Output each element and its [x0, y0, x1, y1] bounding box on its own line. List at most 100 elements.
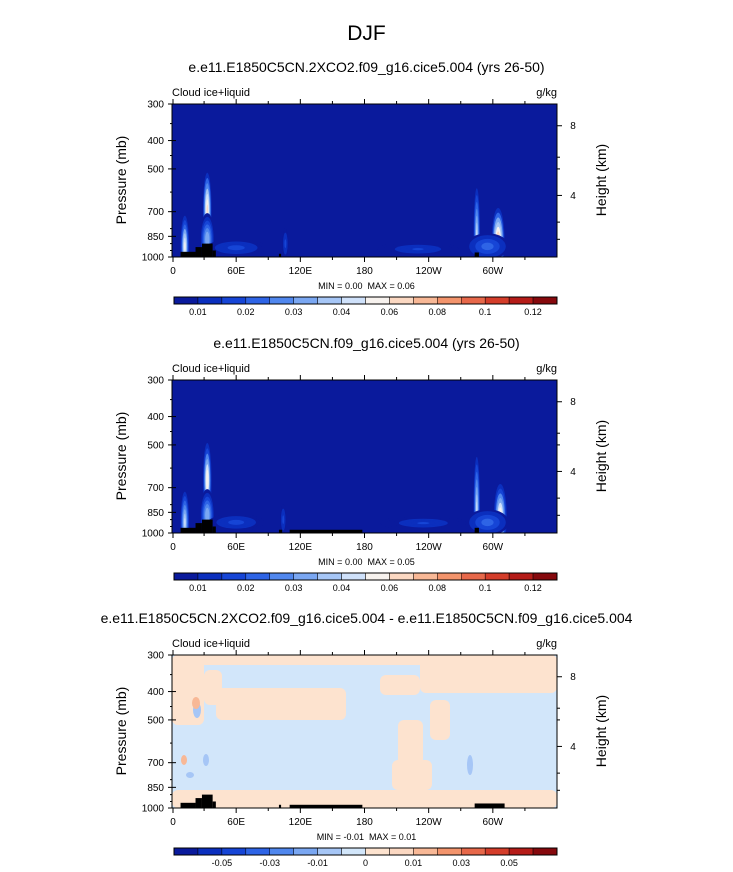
- land-mask-2: [201, 519, 213, 533]
- panel-3-min-label: MIN =: [316, 832, 341, 842]
- panel-3-minmax: MIN = -0.01 MAX = 0.01: [0, 832, 733, 842]
- land-mask-5: [289, 804, 363, 808]
- panel-2-max-label: MAX =: [367, 557, 395, 567]
- panel-1-min-value: 0.00: [344, 281, 363, 291]
- contour-blob-1: [206, 474, 208, 486]
- height-tick-label: 4: [570, 742, 576, 753]
- height-tick-label: 4: [570, 191, 576, 202]
- land-mask-1: [195, 798, 202, 808]
- colorbar-label: 0.05: [500, 858, 518, 868]
- colorbar-label: 0.12: [524, 583, 542, 593]
- y-tick-label: 1000: [142, 804, 165, 815]
- land-mask-1: [195, 523, 202, 533]
- contour-blob-3: [232, 521, 241, 524]
- land-mask-5: [289, 529, 363, 533]
- colorbar-label: 0: [363, 858, 368, 868]
- x-tick-label: 60W: [483, 542, 504, 553]
- x-tick-label: 120E: [289, 266, 313, 277]
- colorbar-label: 0.01: [189, 583, 207, 593]
- contour-blob-8: [484, 520, 491, 525]
- diff-positive-region-5: [380, 675, 420, 695]
- colorbar-swatch: [365, 847, 390, 856]
- panel-1-minmax: MIN = 0.00 MAX = 0.06: [0, 281, 733, 291]
- colorbar-label: 0.02: [237, 307, 255, 317]
- colorbar-swatch: [484, 847, 510, 856]
- panel-1-units-label: g/kg: [536, 87, 557, 99]
- contour-blob-2: [206, 511, 209, 520]
- colorbar-swatch: [317, 847, 342, 856]
- y-tick-label: 300: [147, 100, 164, 111]
- colorbar-label: 0.03: [285, 583, 303, 593]
- y-tick-label: 400: [147, 687, 164, 698]
- contour-blob-8: [484, 244, 491, 249]
- colorbar-label: 0.08: [429, 307, 447, 317]
- contour-blob-3: [231, 246, 241, 250]
- diff-positive-region-8: [172, 790, 557, 808]
- x-tick-label: 60E: [227, 266, 245, 277]
- contour-blob-1: [206, 204, 208, 216]
- panel-1-variable-label: Cloud ice+liquid: [172, 87, 250, 99]
- diff-negative-spot-3: [186, 772, 194, 778]
- diff-positive-spot-1: [181, 755, 187, 765]
- y-tick-label: 400: [147, 412, 164, 423]
- colorbar-swatch: [508, 847, 534, 856]
- height-tick-label: 8: [570, 121, 576, 132]
- y-tick-label: 1000: [142, 253, 165, 264]
- plot-background: [172, 380, 557, 533]
- colorbar-swatch: [389, 847, 414, 856]
- colorbar-swatch: [293, 847, 318, 856]
- panel-1-max-label: MAX =: [367, 281, 395, 291]
- diff-positive-region-4: [420, 655, 557, 693]
- y-tick-label: 300: [147, 376, 164, 387]
- y-tick-label: 700: [147, 758, 164, 769]
- colorbar-label: 0.01: [189, 307, 207, 317]
- colorbar-label: -0.01: [307, 858, 328, 868]
- panel-3-max-value: 0.01: [398, 832, 417, 842]
- panel-2-max-value: 0.05: [397, 557, 415, 567]
- colorbar-label: 0.04: [333, 583, 351, 593]
- x-tick-label: 60E: [227, 542, 245, 553]
- colorbar-label: 0.08: [429, 583, 447, 593]
- panel-2-title: e.e11.E1850C5CN.f09_g16.cice5.004 (yrs 2…: [213, 335, 520, 351]
- land-mask-4: [278, 804, 282, 808]
- colorbar-swatch: [532, 847, 558, 856]
- panel-1-max-value: 0.06: [397, 281, 415, 291]
- x-tick-label: 0: [170, 266, 176, 277]
- contour-blob-2: [206, 235, 209, 244]
- x-tick-label: 60W: [483, 817, 504, 828]
- contour-blob-0: [184, 242, 186, 251]
- panel-3-units-label: g/kg: [536, 638, 557, 650]
- panel-1-min-label: MIN =: [318, 281, 343, 291]
- colorbar-label: -0.03: [259, 858, 280, 868]
- y-tick-label: 700: [147, 483, 164, 494]
- y-tick-label: 850: [147, 783, 164, 794]
- y-tick-label: 850: [147, 508, 164, 519]
- colorbar-swatch: [245, 847, 270, 856]
- colorbar-label: 0.03: [285, 307, 303, 317]
- diff-positive-region-7: [392, 760, 432, 790]
- panel-3-max-label: MAX =: [369, 832, 397, 842]
- x-tick-label: 180: [356, 266, 373, 277]
- colorbar-frame: [173, 847, 558, 856]
- colorbar-swatch: [461, 847, 486, 856]
- diff-positive-region-6: [398, 720, 423, 770]
- panel-2-minmax: MIN = 0.00 MAX = 0.05: [0, 557, 733, 567]
- y-tick-label: 700: [147, 207, 164, 218]
- colorbar-swatch: [221, 847, 247, 856]
- panel-3-variable-label: Cloud ice+liquid: [172, 638, 250, 650]
- panel-2-min-label: MIN =: [318, 557, 343, 567]
- y-tick-label: 850: [147, 232, 164, 243]
- x-tick-label: 120E: [289, 542, 313, 553]
- y-tick-label: 500: [147, 440, 164, 451]
- land-mask-2: [201, 243, 213, 257]
- contour-blob-4: [284, 241, 286, 246]
- x-tick-label: 0: [170, 817, 176, 828]
- x-tick-label: 60W: [483, 266, 504, 277]
- colorbar-swatch: [269, 847, 294, 856]
- x-tick-label: 180: [356, 542, 373, 553]
- land-mask-3: [212, 250, 216, 257]
- y-tick-label: 500: [147, 715, 164, 726]
- land-mask-0: [180, 802, 196, 808]
